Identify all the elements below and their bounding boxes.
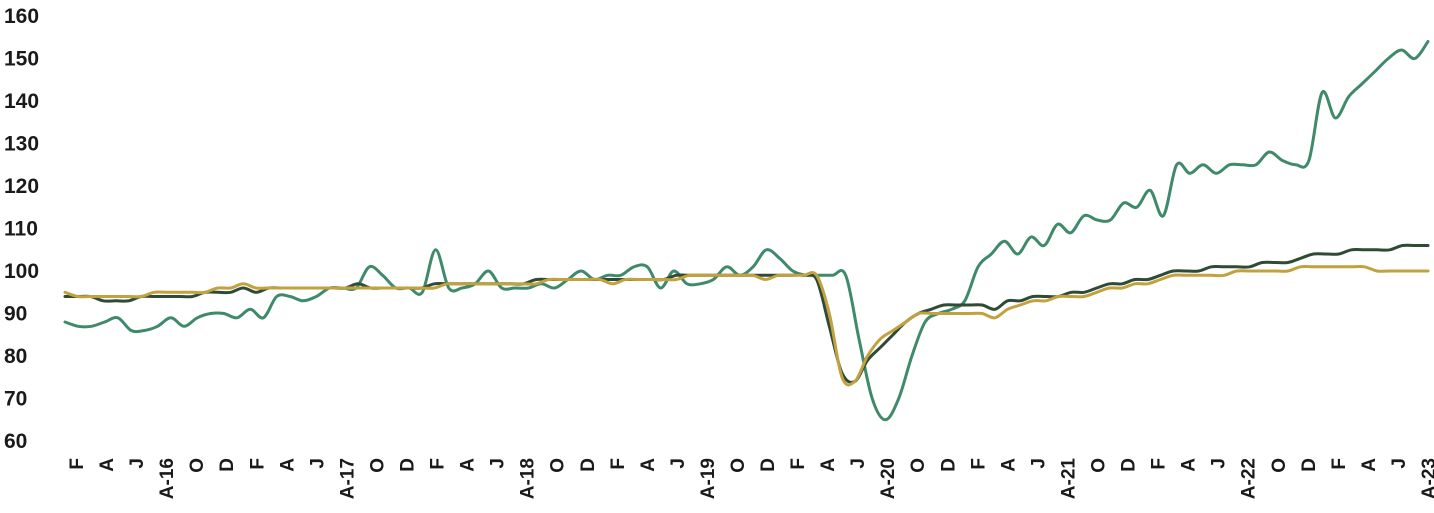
x-tick-label: O: [548, 458, 569, 473]
x-tick-label: D: [938, 458, 959, 472]
x-tick-label: F: [247, 458, 268, 470]
series-line-1: [63, 40, 1430, 422]
x-tick-label: J: [1389, 458, 1410, 469]
x-tick-label: O: [908, 458, 929, 473]
x-tick-label: O: [1089, 458, 1110, 473]
y-tick-label: 100: [4, 260, 39, 283]
y-tick-label: 120: [4, 175, 39, 198]
x-tick-label: A: [97, 458, 118, 472]
x-tick-label: O: [1269, 458, 1290, 473]
series-line-2: [63, 243, 1430, 384]
y-tick-label: 160: [4, 5, 39, 28]
x-tick-label: D: [397, 458, 418, 472]
y-axis-ticks: 60 70 80 90 100 110 120 130 140 150 160: [4, 5, 39, 453]
x-tick-label: A-21: [1058, 458, 1079, 500]
x-tick-label: D: [217, 458, 238, 472]
x-tick-label: F: [428, 458, 449, 470]
x-tick-label: J: [668, 458, 689, 469]
x-tick-label: F: [1329, 458, 1350, 470]
x-tick-label: J: [1209, 458, 1230, 469]
x-tick-label: J: [1028, 458, 1049, 469]
x-tick-label: A-22: [1239, 458, 1260, 499]
x-tick-label: A-23: [1419, 458, 1434, 499]
x-tick-label: A-16: [157, 458, 178, 499]
x-tick-label: F: [608, 458, 629, 470]
x-tick-label: A-17: [337, 458, 358, 499]
x-tick-label: A: [1179, 458, 1200, 472]
x-tick-label: O: [728, 458, 749, 473]
x-tick-label: F: [968, 458, 989, 470]
x-tick-label: J: [848, 458, 869, 469]
x-tick-label: F: [1149, 458, 1170, 470]
x-tick-label: A: [277, 458, 298, 472]
series-line-3: [63, 264, 1430, 387]
x-tick-label: O: [367, 458, 388, 473]
y-tick-label: 80: [4, 345, 27, 368]
x-tick-label: A: [458, 458, 479, 472]
x-tick-label: D: [1119, 458, 1140, 472]
y-tick-label: 110: [4, 218, 38, 241]
x-tick-label: J: [127, 458, 148, 469]
x-tick-label: A: [1359, 458, 1380, 472]
y-tick-label: 150: [4, 48, 39, 71]
x-tick-label: A-20: [878, 458, 899, 499]
y-tick-label: 130: [4, 133, 39, 156]
x-axis-ticks: F A J A-16 O D F A J A-17 O D F A J A-18 O D F A J A-19 O D F A J A…: [67, 458, 1434, 500]
series-lines: [63, 40, 1430, 422]
x-tick-label: A: [818, 458, 839, 472]
x-tick-label: D: [758, 458, 779, 472]
x-tick-label: D: [578, 458, 599, 472]
x-tick-label: O: [187, 458, 208, 473]
y-tick-label: 70: [4, 388, 27, 411]
x-tick-label: D: [1299, 458, 1320, 472]
y-tick-label: 90: [4, 303, 27, 326]
x-tick-label: F: [788, 458, 809, 470]
x-tick-label: J: [307, 458, 328, 469]
x-tick-label: A: [998, 458, 1019, 472]
y-tick-label: 140: [4, 90, 39, 113]
x-tick-label: A-18: [518, 458, 539, 499]
x-tick-label: J: [488, 458, 509, 469]
x-tick-label: A-19: [698, 458, 719, 499]
y-tick-label: 60: [4, 430, 27, 453]
x-tick-label: A: [638, 458, 659, 472]
x-tick-label: F: [67, 458, 88, 470]
